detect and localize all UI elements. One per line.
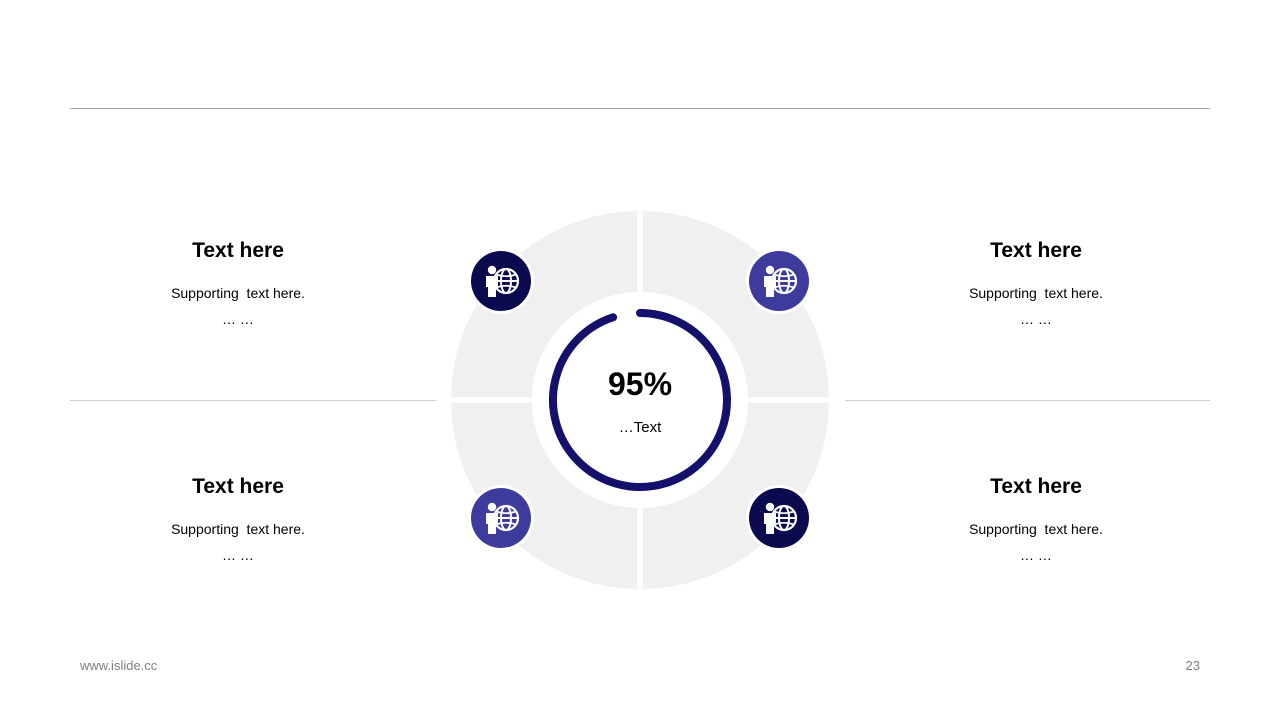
text-block-top-right: Text here Supporting text here. … …: [886, 238, 1186, 328]
text-block-top-left: Text here Supporting text here. … …: [88, 238, 388, 328]
block-title: Text here: [192, 239, 284, 262]
progress-arc: [549, 309, 731, 491]
block-ellipsis: … …: [1020, 311, 1052, 327]
center-percentage: 95%: [607, 366, 673, 402]
block-title: Text here: [192, 475, 284, 498]
icon-badge-bottom-right: [746, 485, 812, 551]
block-ellipsis: … …: [222, 547, 254, 563]
center-label: …Text: [618, 419, 662, 436]
page-number: 23: [1185, 658, 1200, 673]
block-ellipsis: … …: [1020, 547, 1052, 563]
block-supporting-text: Supporting text here.: [171, 285, 305, 301]
text-block-bottom-right: Text here Supporting text here. … …: [886, 474, 1186, 564]
block-supporting-text: Supporting text here.: [171, 521, 305, 537]
top-divider: [70, 108, 1210, 109]
ring-segment-bottom-right: [643, 403, 829, 589]
block-supporting-text: Supporting text here.: [969, 521, 1103, 537]
outer-ring: [451, 211, 829, 589]
icon-badge-bottom-left: [468, 485, 534, 551]
icon-badge-top-left: [468, 248, 534, 314]
block-supporting-text: Supporting text here.: [969, 285, 1103, 301]
ring-segment-top-left: [451, 211, 637, 397]
footer-url[interactable]: www.islide.cc: [80, 658, 158, 673]
block-title: Text here: [990, 239, 1082, 262]
ring-segment-bottom-left: [451, 403, 637, 589]
right-divider: [845, 400, 1210, 401]
ring-segment-top-right: [643, 211, 829, 397]
block-title: Text here: [990, 475, 1082, 498]
block-ellipsis: … …: [222, 311, 254, 327]
left-divider: [70, 400, 436, 401]
icon-badge-top-right: [746, 248, 812, 314]
text-block-bottom-left: Text here Supporting text here. … …: [88, 474, 388, 564]
